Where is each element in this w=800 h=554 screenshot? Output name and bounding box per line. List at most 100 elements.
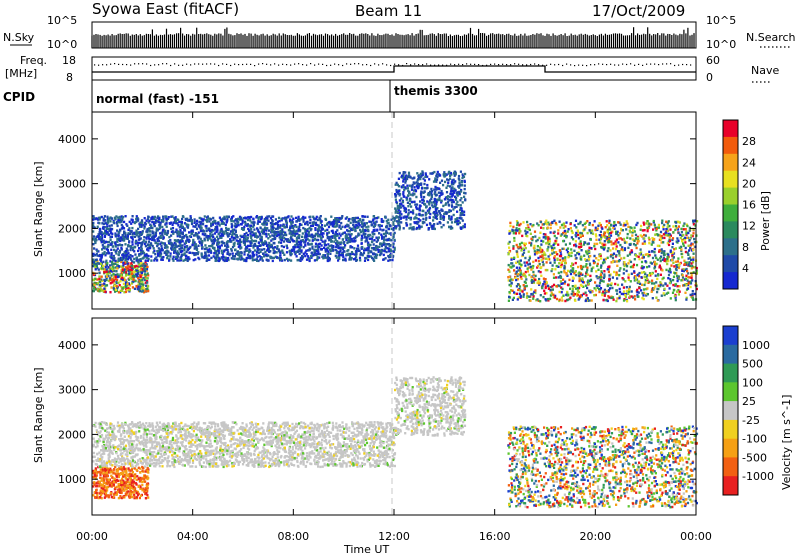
echo-cell	[369, 233, 372, 237]
echo-cell	[101, 264, 104, 267]
echo-cell	[580, 232, 584, 235]
echo-cell	[169, 252, 172, 255]
echo-cell	[558, 262, 561, 265]
echo-cell	[118, 230, 121, 234]
echo-cell	[408, 216, 411, 219]
echo-cell	[222, 217, 225, 220]
nave-sample	[126, 64, 128, 66]
echo-cell	[140, 247, 143, 250]
echo-cell	[339, 242, 342, 246]
echo-cell	[117, 275, 120, 278]
echo-cell	[250, 228, 253, 231]
echo-cell	[575, 292, 579, 295]
echo-cell	[398, 226, 401, 229]
echo-cell	[144, 240, 147, 244]
echo-cell	[263, 228, 266, 231]
echo-cell	[342, 242, 345, 245]
echo-cell	[671, 291, 675, 294]
echo-cell	[309, 234, 312, 237]
echo-cell	[363, 224, 367, 227]
echo-cell	[252, 223, 255, 227]
echo-cell	[112, 255, 115, 259]
echo-cell	[290, 259, 293, 262]
nave-sample	[458, 63, 460, 65]
echo-cell	[439, 222, 442, 225]
echo-cell	[145, 219, 148, 222]
echo-cell	[93, 283, 96, 287]
nave-sample	[482, 64, 484, 67]
echo-cell	[433, 227, 436, 231]
echo-cell	[135, 256, 138, 259]
echo-cell	[121, 278, 124, 281]
echo-cell	[613, 222, 616, 226]
echo-cell	[359, 252, 363, 255]
echo-cell	[256, 228, 260, 232]
echo-cell	[153, 259, 156, 262]
echo-cell	[595, 257, 598, 260]
echo-cell	[106, 262, 109, 265]
echo-cell	[663, 287, 666, 291]
echo-cell	[111, 232, 114, 236]
echo-cell	[507, 263, 510, 267]
echo-cell	[197, 244, 200, 247]
echo-cell	[284, 238, 287, 241]
echo-cell	[338, 241, 341, 245]
echo-cell	[166, 231, 169, 235]
echo-cell	[168, 240, 171, 243]
echo-cell	[256, 227, 259, 230]
echo-cell	[540, 250, 543, 254]
echo-cell	[432, 216, 435, 219]
echo-cell	[110, 235, 113, 238]
echo-cell	[137, 235, 140, 238]
echo-cell	[141, 252, 144, 255]
echo-cell	[124, 283, 127, 287]
echo-cell	[94, 277, 97, 280]
echo-cell	[375, 220, 378, 223]
echo-cell	[285, 219, 288, 222]
echo-cell	[108, 252, 111, 255]
echo-cell	[518, 227, 521, 231]
echo-cell	[600, 233, 603, 237]
echo-cell	[179, 259, 183, 262]
echo-cell	[405, 221, 408, 225]
echo-cell	[302, 245, 305, 249]
echo-cell	[343, 246, 346, 249]
echo-cell	[400, 197, 403, 200]
echo-cell	[246, 216, 250, 219]
echo-cell	[273, 234, 276, 237]
echo-cell	[421, 209, 424, 212]
echo-cell	[451, 193, 454, 196]
echo-cell	[306, 220, 309, 224]
echo-cell	[626, 265, 629, 268]
echo-cell	[598, 255, 601, 258]
echo-cell	[459, 227, 462, 230]
echo-cell	[198, 220, 201, 224]
echo-cell	[140, 282, 143, 285]
echo-cell	[252, 239, 255, 243]
echo-cell	[119, 229, 122, 232]
echo-cell	[295, 229, 298, 233]
echo-cell	[117, 259, 120, 262]
echo-cell	[305, 235, 308, 239]
echo-cell	[302, 220, 305, 223]
echo-cell	[315, 253, 318, 257]
echo-cell	[345, 216, 349, 219]
echo-cell	[123, 269, 126, 272]
echo-cell	[317, 243, 320, 246]
echo-cell	[109, 238, 112, 242]
echo-cell	[651, 241, 654, 244]
echo-cell	[159, 254, 162, 257]
echo-cell	[120, 220, 123, 223]
echo-cell	[404, 171, 407, 174]
echo-cell	[110, 253, 113, 256]
echo-cell	[382, 219, 385, 223]
echo-cell	[138, 233, 141, 236]
nave-sample	[262, 63, 264, 65]
echo-cell	[140, 250, 143, 253]
echo-cell	[335, 224, 338, 228]
echo-cell	[433, 205, 436, 208]
echo-cell	[365, 236, 368, 240]
echo-cell	[125, 223, 128, 226]
echo-cell	[411, 194, 414, 197]
echo-cell	[442, 204, 445, 208]
